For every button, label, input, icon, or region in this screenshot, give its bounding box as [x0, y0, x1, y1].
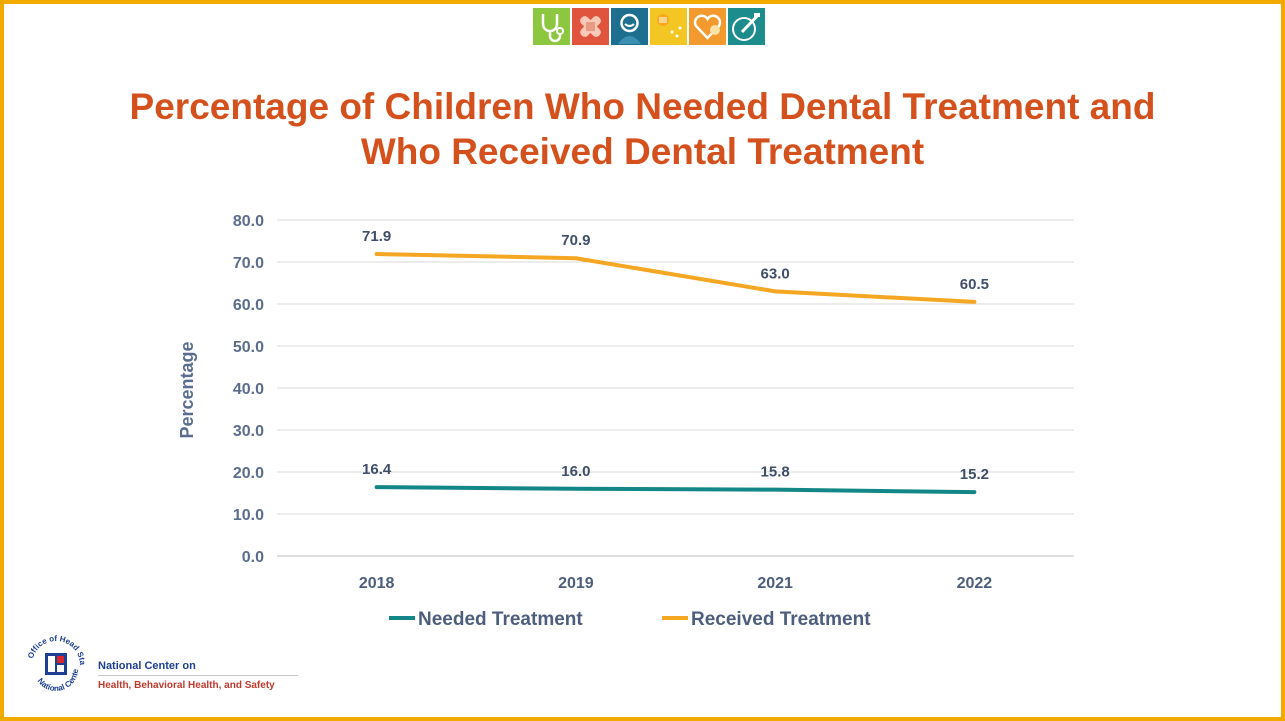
legend-label: Received Treatment — [691, 609, 871, 630]
y-tick-label: 50.0 — [233, 339, 264, 356]
heart-icon — [689, 8, 726, 45]
x-tick-label: 2022 — [957, 575, 993, 592]
x-axis-ticks: 2018 2019 2021 2022 — [359, 575, 992, 592]
data-label: 63.0 — [761, 265, 790, 282]
org-name-line2: Health, Behavioral Health, and Safety — [98, 680, 275, 691]
x-tick-label: 2019 — [558, 575, 594, 592]
y-tick-label: 10.0 — [233, 507, 264, 524]
org-name-line1: National Center on — [98, 660, 196, 672]
stethoscope-icon — [533, 8, 570, 45]
toothbrush-icon — [728, 8, 765, 45]
footer-divider — [98, 675, 298, 676]
chart-legend: Needed Treatment Received Treatment — [389, 609, 871, 630]
data-label: 15.8 — [761, 464, 790, 481]
head-start-logo: Office of Head Start National Center — [24, 631, 87, 693]
data-label: 16.4 — [362, 461, 392, 478]
y-tick-label: 60.0 — [233, 297, 264, 314]
page-title: Percentage of Children Who Needed Dental… — [129, 86, 1156, 172]
line-chart: 0.0 10.0 20.0 30.0 40.0 50.0 60.0 70.0 80.0 2018… — [177, 213, 1074, 630]
bandage-icon — [572, 8, 609, 45]
chart-gridlines — [277, 219, 1074, 557]
y-axis-title: Percentage — [177, 341, 197, 438]
y-tick-label: 0.0 — [242, 549, 264, 566]
series-line — [374, 252, 977, 304]
icon-banner — [533, 8, 765, 45]
data-label: 71.9 — [362, 228, 391, 245]
data-label: 16.0 — [561, 463, 590, 480]
series-line — [374, 485, 977, 495]
y-tick-label: 30.0 — [233, 423, 264, 440]
x-tick-label: 2021 — [757, 575, 793, 592]
y-axis-ticks: 0.0 10.0 20.0 30.0 40.0 50.0 60.0 70.0 80.0 — [233, 213, 264, 566]
chart-series — [374, 252, 977, 495]
y-tick-label: 20.0 — [233, 465, 264, 482]
y-tick-label: 80.0 — [233, 213, 264, 230]
child-icon — [611, 8, 648, 45]
y-tick-label: 70.0 — [233, 255, 264, 272]
data-label: 70.9 — [561, 232, 590, 249]
data-label: 15.2 — [960, 466, 989, 483]
data-label: 60.5 — [960, 276, 989, 293]
x-tick-label: 2018 — [359, 575, 395, 592]
legend-label: Needed Treatment — [418, 609, 583, 630]
y-tick-label: 40.0 — [233, 381, 264, 398]
data-labels: 16.4 16.0 15.8 15.2 71.9 70.9 63.0 60.5 — [362, 228, 989, 483]
food-icon — [650, 8, 687, 45]
